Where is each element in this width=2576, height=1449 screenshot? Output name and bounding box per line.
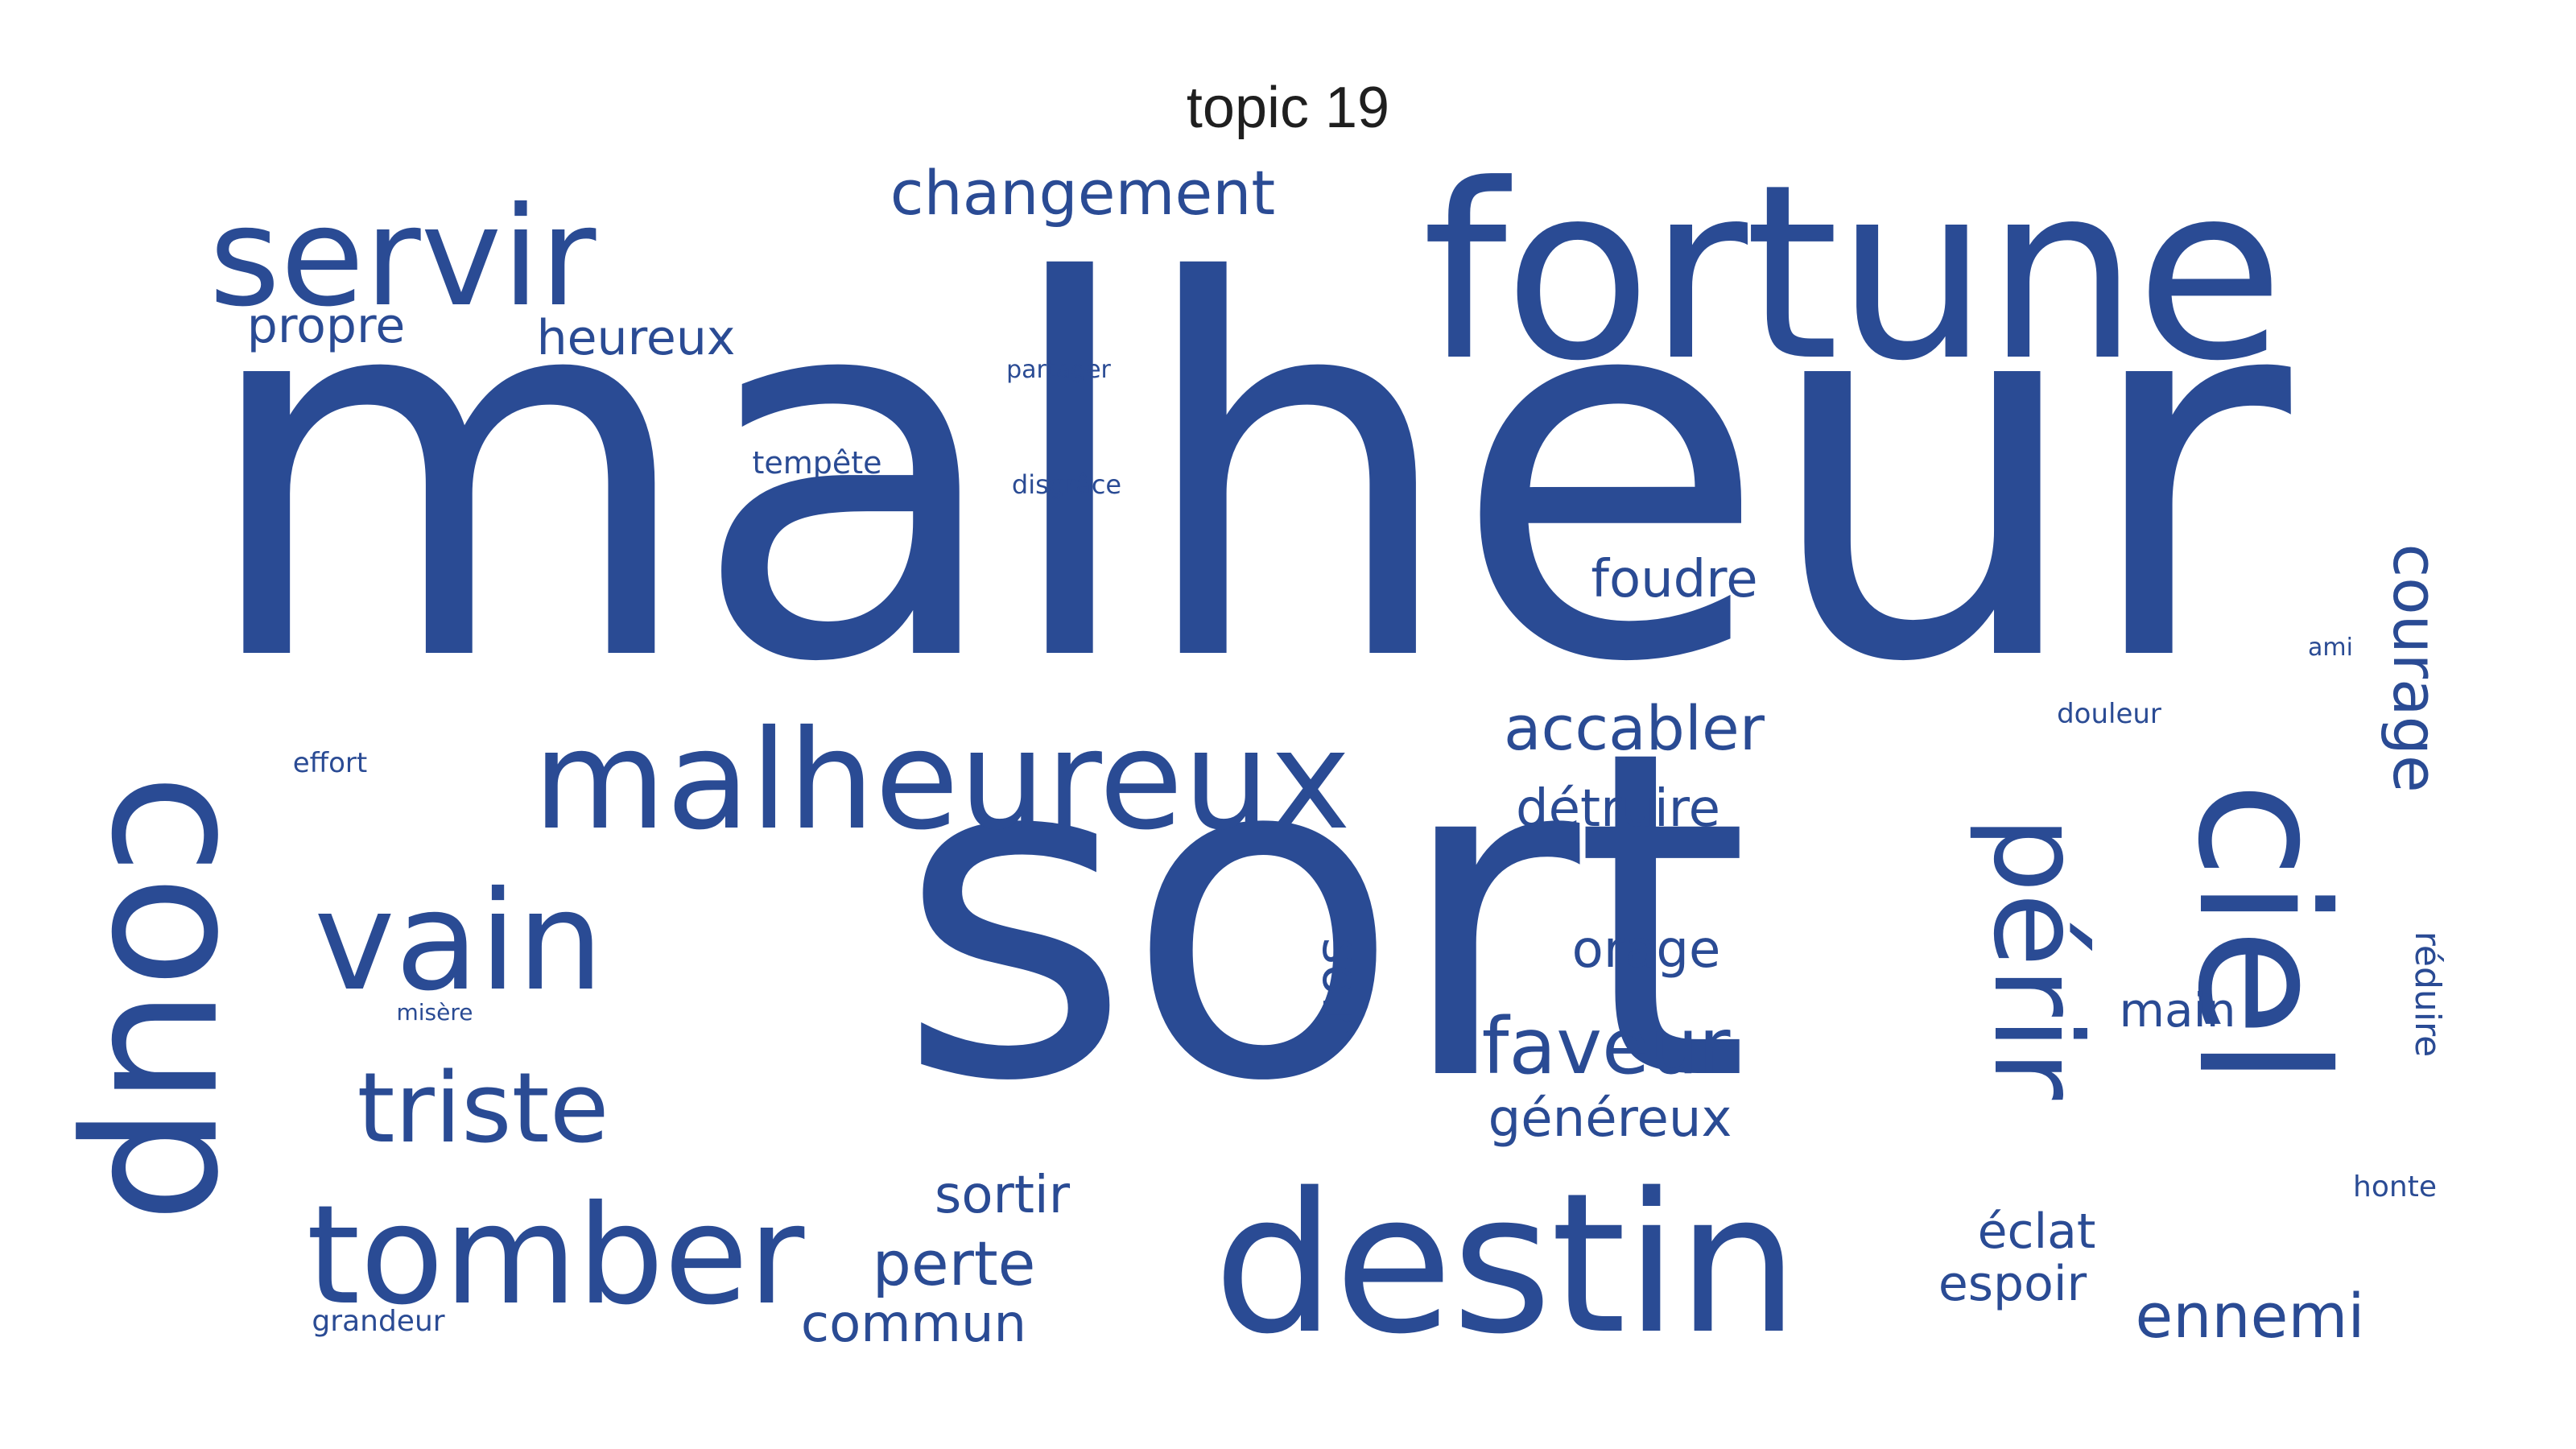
word-espoir: espoir — [1938, 1256, 2087, 1312]
wordcloud-title: topic 19 — [1186, 76, 1390, 140]
word-sortir: sortir — [935, 1166, 1070, 1225]
word-tomber: tomber — [306, 1176, 805, 1335]
word-coup: coup — [70, 773, 285, 1224]
word-douleur: douleur — [2057, 698, 2161, 730]
word-reduire: réduire — [2407, 931, 2448, 1058]
word-destin: destin — [1213, 1151, 1799, 1377]
word-partager: partager — [1006, 356, 1111, 384]
word-propre: propre — [246, 298, 406, 354]
word-eclat: éclat — [1977, 1203, 2096, 1260]
word-vain: vain — [314, 862, 604, 1022]
word-grandeur: grandeur — [312, 1305, 445, 1338]
word-effort: effort — [292, 747, 368, 779]
word-malheur: malheur — [196, 175, 2291, 774]
word-foudre: foudre — [1591, 550, 1758, 609]
word-misere: misère — [396, 999, 473, 1026]
word-accabler: accabler — [1503, 692, 1765, 764]
word-main: main — [2119, 983, 2236, 1038]
word-sort: sort — [896, 655, 1750, 1180]
word-changement: changement — [890, 157, 1276, 229]
word-malheureux: malheureux — [532, 701, 1352, 861]
word-honte: honte — [2353, 1170, 2437, 1203]
word-perir: périr — [1967, 815, 2107, 1100]
word-servir: servir — [208, 178, 597, 337]
word-perte: perte — [872, 1228, 1036, 1299]
word-fortune: fortune — [1422, 133, 2285, 414]
word-commun: commun — [800, 1294, 1027, 1354]
word-ami: ami — [2308, 634, 2353, 662]
word-tempete: tempête — [752, 445, 882, 481]
word-faveur: faveur — [1481, 1001, 1731, 1092]
word-orage: orage — [1571, 920, 1721, 980]
word-ennemi: ennemi — [2135, 1280, 2365, 1352]
word-detruire: détruire — [1515, 779, 1721, 839]
word-triste: triste — [357, 1053, 609, 1165]
word-courage: courage — [2380, 543, 2451, 793]
word-soin: soin — [1311, 937, 1370, 1043]
word-genereux: généreux — [1488, 1089, 1732, 1149]
word-heureux: heureux — [536, 310, 736, 366]
word-disgrace: disgrâce — [1011, 469, 1122, 500]
word-ciel: ciel — [2159, 781, 2365, 1087]
